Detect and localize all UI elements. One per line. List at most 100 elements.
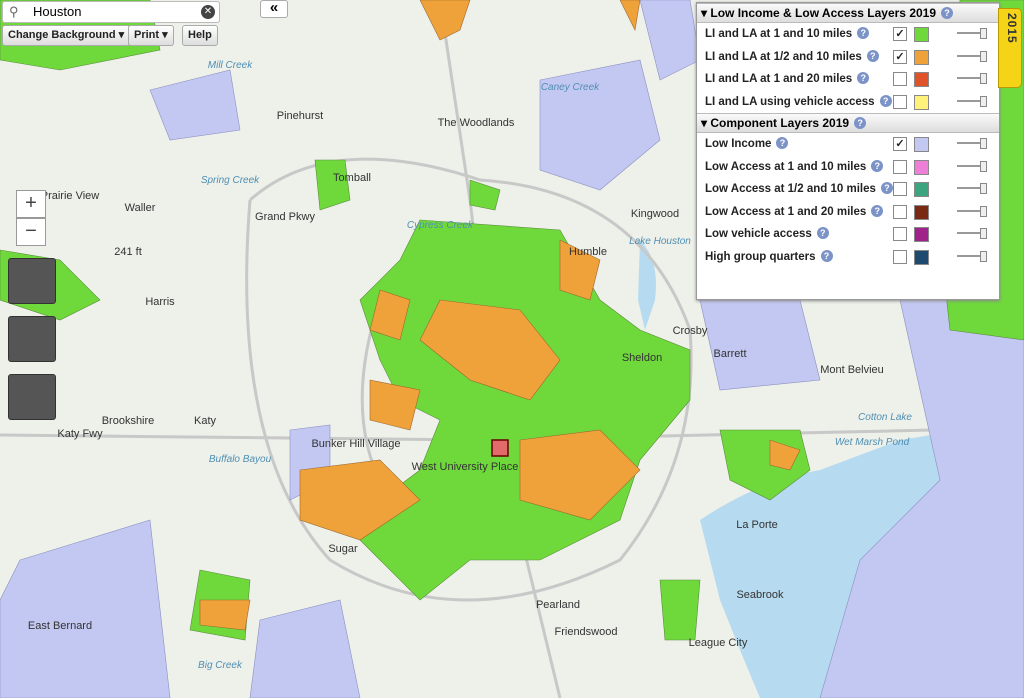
layer-row: LI and LA at 1/2 and 10 miles? ✓ <box>697 46 999 69</box>
hawaii-button[interactable] <box>8 374 56 420</box>
map-label: 241 ft <box>114 246 142 258</box>
help-icon[interactable]: ? <box>854 117 867 129</box>
li-la-half-10 <box>199 0 801 631</box>
map-label: Katy <box>194 415 217 427</box>
layer-swatch <box>914 94 929 110</box>
map-label: Friendswood <box>555 626 618 638</box>
slider-handle[interactable] <box>980 205 987 217</box>
layer-label: LI and LA using vehicle access? <box>705 94 892 108</box>
section-toggle[interactable]: ▾ <box>701 116 711 130</box>
opacity-slider[interactable] <box>957 160 987 172</box>
layer-checkbox[interactable] <box>893 159 907 174</box>
layer-swatch <box>914 72 929 87</box>
conus-button[interactable] <box>8 316 56 362</box>
year-tab-label[interactable]: 2015 <box>1005 13 1019 44</box>
layer-label: LI and LA at 1 and 20 miles? <box>705 72 870 85</box>
layer-name: LI and LA at 1 and 20 miles <box>705 73 853 85</box>
alaska-button[interactable] <box>8 258 56 304</box>
help-icon[interactable]: ? <box>776 137 789 149</box>
section-toggle[interactable]: ▾ <box>701 6 711 20</box>
layer-checkbox[interactable] <box>893 94 907 109</box>
slider-handle[interactable] <box>980 50 987 62</box>
search-box[interactable]: ⚲ Houston ✕ <box>2 1 220 23</box>
opacity-slider[interactable] <box>957 205 987 217</box>
map-label: Katy Fwy <box>57 428 103 440</box>
help-icon[interactable]: ? <box>857 27 870 39</box>
help-icon[interactable]: ? <box>820 249 833 262</box>
section-title[interactable]: Low Income & Low Access Layers 2019 <box>710 6 937 20</box>
zoom-out[interactable]: − <box>16 218 46 246</box>
layer-row: Low Access at 1/2 and 10 miles? <box>697 178 999 201</box>
zoom-in[interactable]: + <box>16 190 46 218</box>
lake <box>638 240 656 330</box>
section-header[interactable]: ▾ Low Income & Low Access Layers 2019? <box>697 3 999 23</box>
layer-checkbox[interactable]: ✓ <box>893 27 907 41</box>
layer-label: LI and LA at 1 and 10 miles? <box>705 27 870 40</box>
year-tab[interactable]: 2015 <box>998 8 1022 88</box>
map-label: Waller <box>125 202 156 214</box>
map-label: Sheldon <box>622 352 662 364</box>
slider-handle[interactable] <box>980 250 987 262</box>
dropdown-arrow: ▾ <box>162 29 168 41</box>
map-label: Grand Pkwy <box>255 211 315 223</box>
opacity-slider[interactable] <box>957 250 987 262</box>
opacity-slider[interactable] <box>957 183 987 194</box>
layer-checkbox[interactable]: ✓ <box>893 137 907 151</box>
layer-row: LI and LA at 1 and 20 miles? <box>697 68 999 91</box>
layer-swatch <box>914 137 929 152</box>
opacity-slider[interactable] <box>957 50 987 62</box>
layer-checkbox[interactable] <box>893 72 907 86</box>
help-icon[interactable]: ? <box>816 227 829 239</box>
map-label: Kingwood <box>631 208 679 220</box>
help-icon[interactable]: ? <box>941 7 954 19</box>
toolbar-button[interactable]: Change Background ▾ <box>2 25 131 46</box>
layer-name: Low Access at 1 and 20 miles <box>705 205 867 218</box>
help-icon[interactable]: ? <box>866 49 879 62</box>
help-icon[interactable]: ? <box>857 72 870 84</box>
section-header[interactable]: ▾ Component Layers 2019? <box>697 113 999 133</box>
slider-handle[interactable] <box>980 228 987 239</box>
opacity-slider[interactable] <box>957 228 987 239</box>
toolbar-button[interactable]: Print ▾ <box>128 25 174 46</box>
search-value[interactable]: Houston <box>33 4 82 19</box>
map-label: Wet Marsh Pond <box>835 437 910 448</box>
layer-checkbox[interactable] <box>893 182 907 196</box>
help-icon[interactable]: ? <box>871 204 884 217</box>
opacity-slider[interactable] <box>957 28 987 39</box>
layer-label: High group quarters? <box>705 249 833 263</box>
opacity-slider[interactable] <box>957 73 987 84</box>
slider-handle[interactable] <box>980 160 987 172</box>
slider-handle[interactable] <box>980 28 987 39</box>
map-label: Spring Creek <box>201 175 260 186</box>
slider-handle[interactable] <box>980 138 987 149</box>
layer-checkbox[interactable]: ✓ <box>893 49 907 64</box>
slider-handle[interactable] <box>980 73 987 84</box>
opacity-slider[interactable] <box>957 95 987 107</box>
slider-handle[interactable] <box>980 183 987 194</box>
help-icon[interactable]: ? <box>880 182 893 194</box>
help-icon[interactable]: ? <box>879 94 892 107</box>
layer-checkbox[interactable] <box>893 227 907 241</box>
map-label: The Woodlands <box>438 117 515 129</box>
layer-checkbox[interactable] <box>893 204 907 219</box>
slider-handle[interactable] <box>980 95 987 107</box>
help-icon[interactable]: ? <box>871 159 884 172</box>
layer-label: Low Access at 1/2 and 10 miles? <box>705 182 893 195</box>
map-label: Humble <box>569 246 607 258</box>
map-label: Cypress Creek <box>407 220 474 231</box>
map-label: La Porte <box>736 519 778 531</box>
map-label: Bunker Hill Village <box>311 438 400 450</box>
collapse-button[interactable]: « <box>260 0 288 18</box>
opacity-slider[interactable] <box>957 138 987 149</box>
section-title[interactable]: Component Layers 2019 <box>710 116 850 130</box>
layer-checkbox[interactable] <box>893 249 907 264</box>
layer-row: LI and LA using vehicle access? <box>697 91 999 114</box>
layer-label: Low Income? <box>705 137 789 150</box>
toolbar-button[interactable]: Help <box>182 25 218 46</box>
layer-swatch <box>914 227 929 242</box>
layer-row: High group quarters? <box>697 246 999 269</box>
map-label: Pearland <box>536 599 580 611</box>
layer-name: LI and LA using vehicle access <box>705 95 875 108</box>
clear-search[interactable]: ✕ <box>201 5 215 19</box>
